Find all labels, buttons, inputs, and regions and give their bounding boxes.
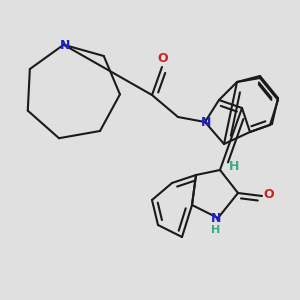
Text: N: N <box>211 212 221 226</box>
Text: N: N <box>201 116 211 130</box>
Text: H: H <box>212 225 220 235</box>
Text: N: N <box>59 39 70 52</box>
Text: O: O <box>158 52 168 65</box>
Text: H: H <box>229 160 239 172</box>
Text: O: O <box>264 188 274 200</box>
